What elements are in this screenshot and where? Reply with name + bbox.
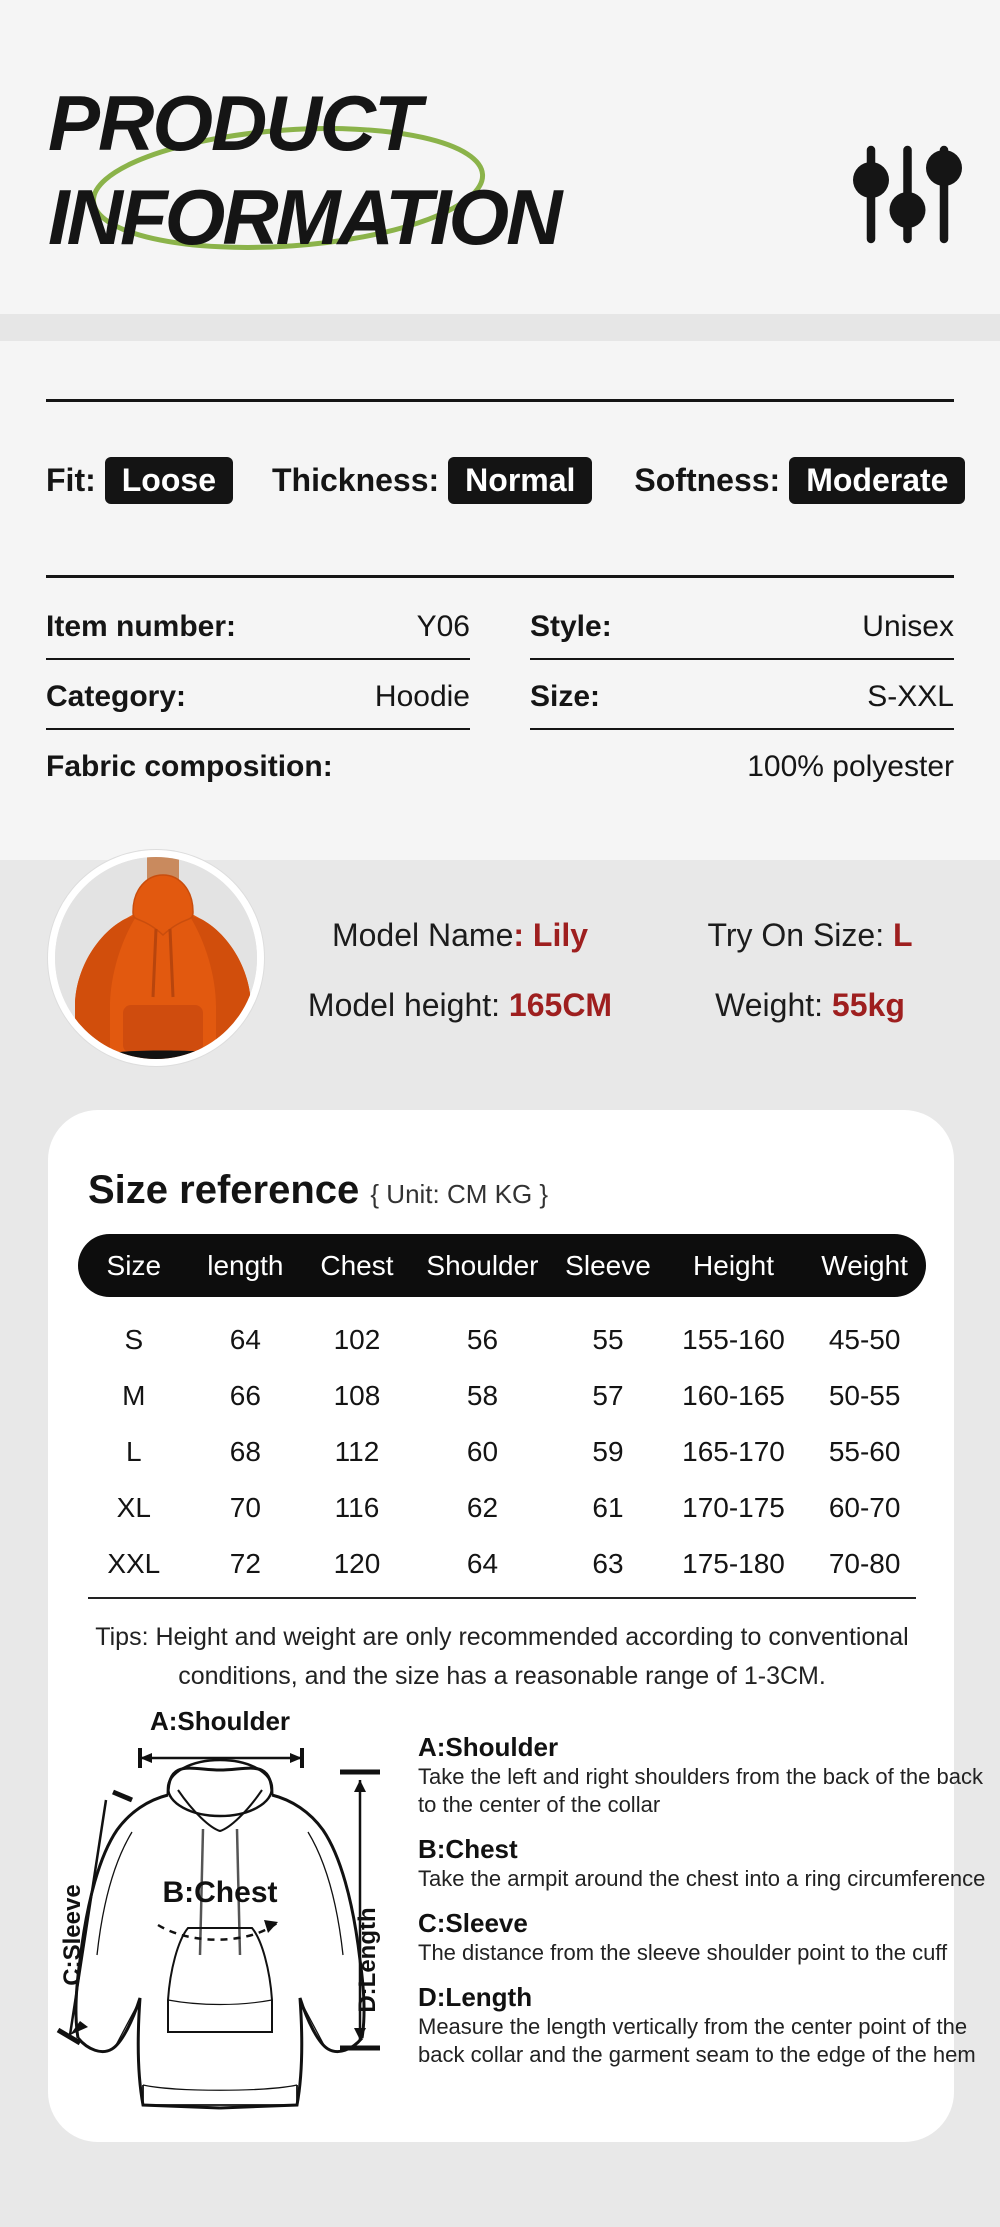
svg-text:B:Chest: B:Chest	[162, 1876, 277, 1909]
svg-text:A:Shoulder: A:Shoulder	[150, 1706, 290, 1736]
svg-text:PRODUCT: PRODUCT	[48, 80, 428, 167]
svg-text:INFORMATION: INFORMATION	[48, 173, 564, 261]
svg-text:D:Length: D:Length	[354, 1907, 381, 2012]
